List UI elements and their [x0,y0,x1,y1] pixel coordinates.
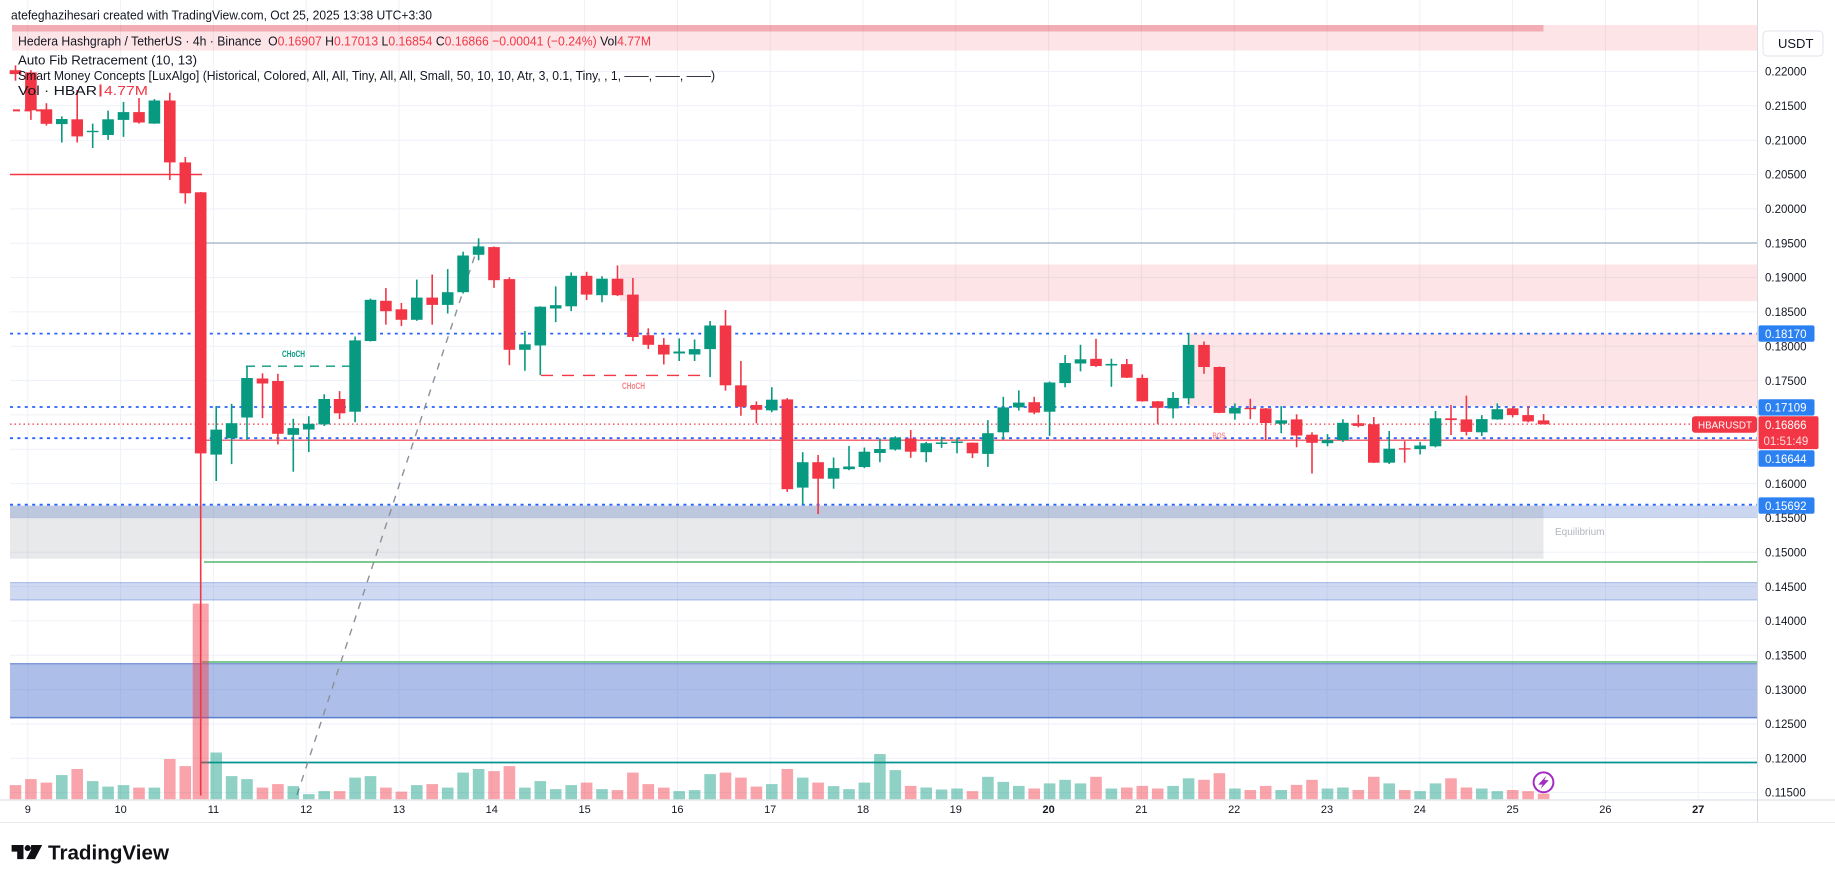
svg-text:17: 17 [764,804,776,816]
svg-text:11: 11 [208,804,219,816]
svg-text:TradingView: TradingView [48,843,169,865]
svg-text:BOS: BOS [1213,431,1226,440]
svg-text:20: 20 [1042,804,1054,816]
svg-text:24: 24 [1414,804,1426,816]
svg-text:14: 14 [486,804,498,816]
svg-text:19: 19 [950,804,962,816]
svg-text:0.21000: 0.21000 [1765,135,1807,147]
svg-text:atefeghazihesari created with: atefeghazihesari created with TradingVie… [11,9,432,23]
svg-text:22: 22 [1228,804,1240,816]
svg-text:0.11500: 0.11500 [1765,788,1806,800]
svg-text:0.12000: 0.12000 [1765,754,1807,766]
svg-text:0.19000: 0.19000 [1765,273,1807,285]
svg-text:01:51:49: 01:51:49 [1764,436,1809,448]
svg-text:CHoCH: CHoCH [622,381,645,391]
svg-text:Hedera Hashgraph / TetherUS ·: Hedera Hashgraph / TetherUS · 4h · Binan… [18,34,651,49]
svg-text:0.18170: 0.18170 [1765,329,1807,341]
svg-text:10: 10 [114,804,126,816]
svg-text:0.14000: 0.14000 [1765,616,1807,628]
svg-text:0.20500: 0.20500 [1765,170,1807,182]
svg-text:0.14500: 0.14500 [1765,582,1807,594]
svg-text:15: 15 [578,804,590,816]
svg-text:26: 26 [1599,804,1611,816]
svg-text:16: 16 [671,804,683,816]
svg-text:25: 25 [1506,804,1518,816]
svg-text:0.22000: 0.22000 [1765,67,1807,79]
svg-text:0.13500: 0.13500 [1765,651,1807,663]
svg-text:0.17500: 0.17500 [1765,376,1807,388]
svg-text:0.18000: 0.18000 [1765,341,1807,353]
svg-text:0.20000: 0.20000 [1765,204,1807,216]
svg-text:0.19500: 0.19500 [1765,238,1807,250]
svg-text:0.16644: 0.16644 [1765,454,1807,466]
svg-text:USDT: USDT [1778,36,1813,51]
svg-text:27: 27 [1692,804,1704,816]
svg-text:23: 23 [1321,804,1333,816]
svg-text:0.12500: 0.12500 [1765,719,1807,731]
svg-text:0.15500: 0.15500 [1765,513,1807,525]
svg-text:0.16000: 0.16000 [1765,479,1807,491]
svg-text:0.15692: 0.15692 [1765,501,1807,513]
svg-text:0.18500: 0.18500 [1765,307,1807,319]
svg-text:0.15000: 0.15000 [1765,548,1807,560]
svg-text:12: 12 [300,804,312,816]
svg-text:Equilibrium: Equilibrium [1555,527,1604,538]
svg-text:Vol · HBAR: Vol · HBAR [18,83,97,98]
svg-text:4.77M: 4.77M [104,83,148,98]
svg-text:0.16866: 0.16866 [1765,420,1807,432]
svg-text:21: 21 [1135,804,1147,816]
svg-text:0.21500: 0.21500 [1765,101,1807,113]
svg-text:9: 9 [25,804,31,816]
svg-text:0.17109: 0.17109 [1765,403,1807,415]
svg-text:18: 18 [857,804,869,816]
svg-text:Smart Money Concepts [LuxAlgo]: Smart Money Concepts [LuxAlgo] (Historic… [18,68,715,83]
svg-text:Auto Fib Retracement (10, 13): Auto Fib Retracement (10, 13) [18,53,197,68]
svg-text:HBARUSDT: HBARUSDT [1698,420,1753,432]
svg-text:13: 13 [393,804,405,816]
svg-text:CHoCH: CHoCH [282,349,305,359]
svg-text:0.13000: 0.13000 [1765,685,1807,697]
